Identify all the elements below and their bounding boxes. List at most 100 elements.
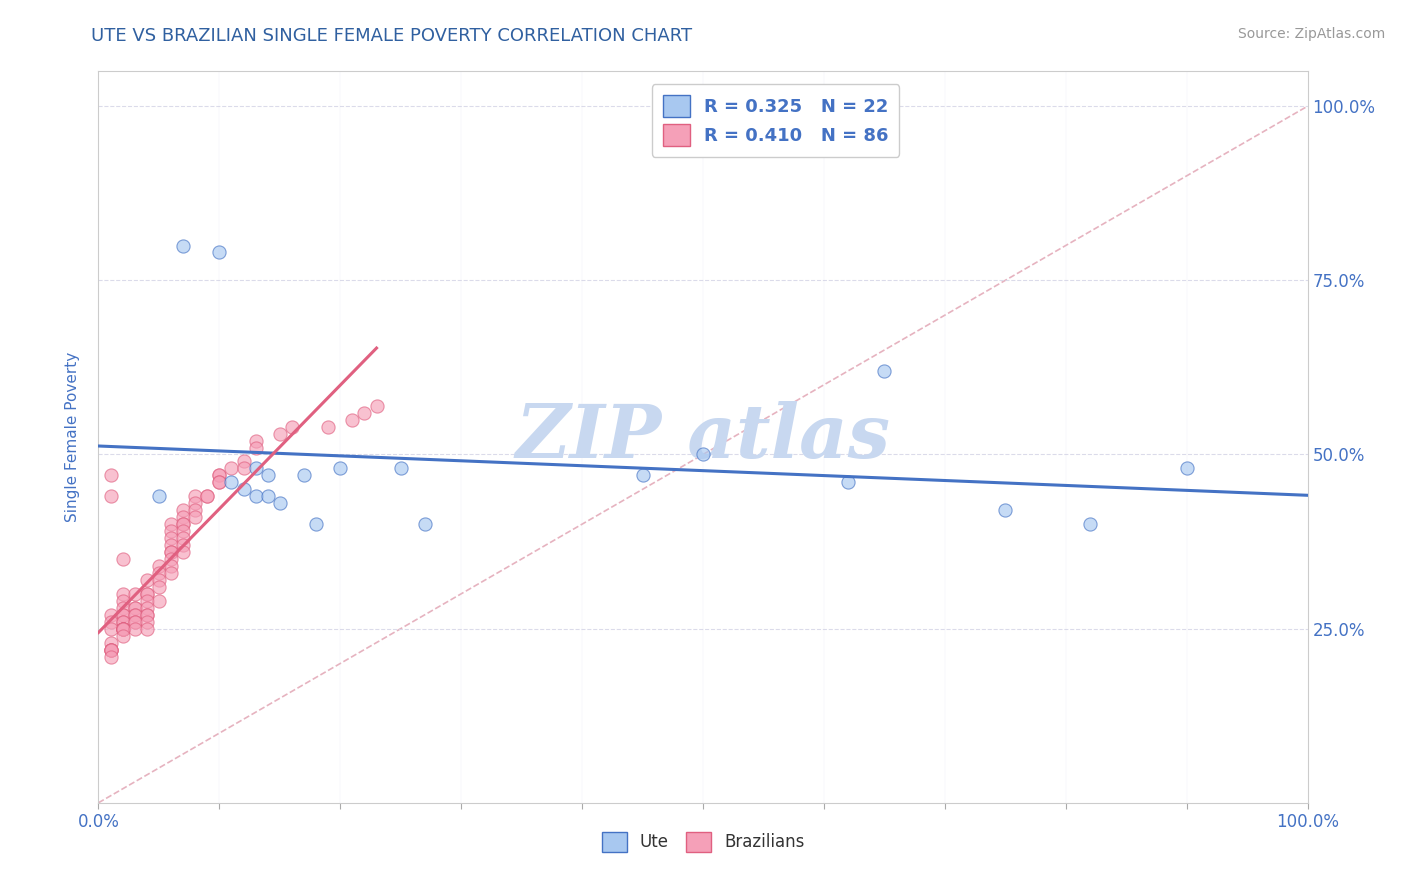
Point bbox=[124, 600, 146, 615]
Point bbox=[172, 524, 194, 538]
Point bbox=[245, 489, 267, 503]
Point bbox=[135, 587, 157, 601]
Legend: Ute, Brazilians: Ute, Brazilians bbox=[593, 823, 813, 860]
Point bbox=[305, 517, 328, 532]
Point bbox=[135, 622, 157, 636]
Point bbox=[111, 607, 134, 622]
Point bbox=[160, 531, 183, 545]
Point bbox=[100, 489, 122, 503]
Point bbox=[111, 552, 134, 566]
Point bbox=[172, 238, 194, 252]
Point bbox=[269, 426, 291, 441]
Point bbox=[269, 496, 291, 510]
Point bbox=[281, 419, 304, 434]
Point bbox=[172, 517, 194, 532]
Point bbox=[208, 468, 231, 483]
Point bbox=[195, 489, 218, 503]
Point bbox=[184, 503, 207, 517]
Point bbox=[172, 531, 194, 545]
Point bbox=[148, 566, 170, 580]
Point bbox=[111, 622, 134, 636]
Point bbox=[994, 503, 1017, 517]
Point bbox=[148, 594, 170, 608]
Point bbox=[232, 483, 254, 497]
Point bbox=[160, 545, 183, 559]
Point bbox=[221, 475, 243, 490]
Point bbox=[172, 538, 194, 552]
Point bbox=[208, 245, 231, 260]
Point bbox=[124, 607, 146, 622]
Point bbox=[195, 489, 218, 503]
Point bbox=[100, 615, 122, 629]
Text: ZIP atlas: ZIP atlas bbox=[516, 401, 890, 474]
Point bbox=[256, 489, 278, 503]
Point bbox=[329, 461, 352, 475]
Point bbox=[172, 510, 194, 524]
Point bbox=[1175, 461, 1198, 475]
Point bbox=[100, 468, 122, 483]
Point bbox=[160, 517, 183, 532]
Point bbox=[232, 461, 254, 475]
Point bbox=[100, 607, 122, 622]
Point bbox=[873, 364, 896, 378]
Point bbox=[111, 622, 134, 636]
Point bbox=[111, 587, 134, 601]
Point bbox=[148, 558, 170, 573]
Y-axis label: Single Female Poverty: Single Female Poverty bbox=[65, 352, 80, 522]
Point bbox=[148, 489, 170, 503]
Point bbox=[221, 461, 243, 475]
Point bbox=[124, 587, 146, 601]
Point bbox=[100, 642, 122, 657]
Point bbox=[172, 517, 194, 532]
Point bbox=[124, 600, 146, 615]
Point bbox=[111, 622, 134, 636]
Point bbox=[256, 468, 278, 483]
Text: Source: ZipAtlas.com: Source: ZipAtlas.com bbox=[1237, 27, 1385, 41]
Point bbox=[172, 503, 194, 517]
Point bbox=[135, 600, 157, 615]
Point bbox=[100, 635, 122, 649]
Point bbox=[135, 607, 157, 622]
Point bbox=[135, 587, 157, 601]
Point bbox=[160, 566, 183, 580]
Point bbox=[100, 622, 122, 636]
Point bbox=[135, 573, 157, 587]
Point bbox=[837, 475, 859, 490]
Point bbox=[124, 622, 146, 636]
Point bbox=[100, 642, 122, 657]
Point bbox=[353, 406, 375, 420]
Point bbox=[316, 419, 339, 434]
Point bbox=[111, 622, 134, 636]
Point bbox=[148, 573, 170, 587]
Point bbox=[631, 468, 654, 483]
Point bbox=[111, 615, 134, 629]
Point bbox=[692, 448, 714, 462]
Point bbox=[342, 412, 364, 426]
Point bbox=[208, 475, 231, 490]
Point bbox=[172, 545, 194, 559]
Point bbox=[245, 461, 267, 475]
Point bbox=[111, 629, 134, 643]
Point bbox=[160, 545, 183, 559]
Point bbox=[111, 594, 134, 608]
Point bbox=[111, 622, 134, 636]
Point bbox=[160, 524, 183, 538]
Point bbox=[124, 615, 146, 629]
Point bbox=[232, 454, 254, 468]
Point bbox=[184, 489, 207, 503]
Point bbox=[413, 517, 436, 532]
Point bbox=[148, 580, 170, 594]
Point bbox=[184, 496, 207, 510]
Point bbox=[184, 510, 207, 524]
Point bbox=[111, 607, 134, 622]
Point bbox=[100, 649, 122, 664]
Text: UTE VS BRAZILIAN SINGLE FEMALE POVERTY CORRELATION CHART: UTE VS BRAZILIAN SINGLE FEMALE POVERTY C… bbox=[91, 27, 693, 45]
Point bbox=[160, 538, 183, 552]
Point bbox=[111, 622, 134, 636]
Point bbox=[366, 399, 388, 413]
Point bbox=[208, 475, 231, 490]
Point bbox=[135, 615, 157, 629]
Point bbox=[111, 615, 134, 629]
Point bbox=[124, 607, 146, 622]
Point bbox=[111, 600, 134, 615]
